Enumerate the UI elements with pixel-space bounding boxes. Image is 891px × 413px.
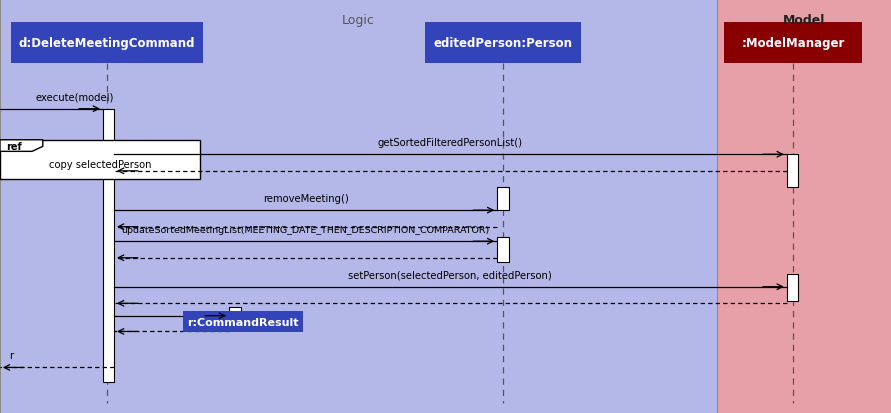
Text: removeMeeting(): removeMeeting(): [263, 193, 348, 203]
Text: ref: ref: [6, 141, 22, 151]
Text: :ModelManager: :ModelManager: [741, 37, 845, 50]
Bar: [497, 237, 509, 262]
Bar: [183, 311, 303, 332]
Bar: [103, 109, 114, 382]
Text: r: r: [9, 350, 13, 360]
Bar: [497, 188, 509, 211]
Bar: [0, 0, 717, 413]
Text: r:CommandResult: r:CommandResult: [187, 317, 298, 327]
Text: Model: Model: [783, 14, 825, 27]
Bar: [11, 23, 202, 64]
Text: execute(model): execute(model): [36, 92, 114, 102]
Text: Logic: Logic: [342, 14, 375, 27]
Text: copy selectedPerson: copy selectedPerson: [49, 160, 151, 170]
Bar: [724, 23, 862, 64]
Text: d:DeleteMeetingCommand: d:DeleteMeetingCommand: [19, 37, 195, 50]
Bar: [717, 0, 891, 413]
Bar: [787, 275, 798, 301]
Bar: [0, 140, 200, 180]
Polygon shape: [0, 140, 43, 152]
Text: editedPerson:Person: editedPerson:Person: [434, 37, 573, 50]
Text: getSortedFilteredPersonList(): getSortedFilteredPersonList(): [378, 138, 522, 147]
Bar: [787, 155, 798, 188]
Bar: [229, 308, 241, 330]
Bar: [426, 23, 581, 64]
Text: setPerson(selectedPerson, editedPerson): setPerson(selectedPerson, editedPerson): [348, 270, 552, 280]
Text: updateSortedMeetingList(MEETING_DATE_THEN_DESCRIPTION_COMPARATOR): updateSortedMeetingList(MEETING_DATE_THE…: [121, 225, 490, 234]
